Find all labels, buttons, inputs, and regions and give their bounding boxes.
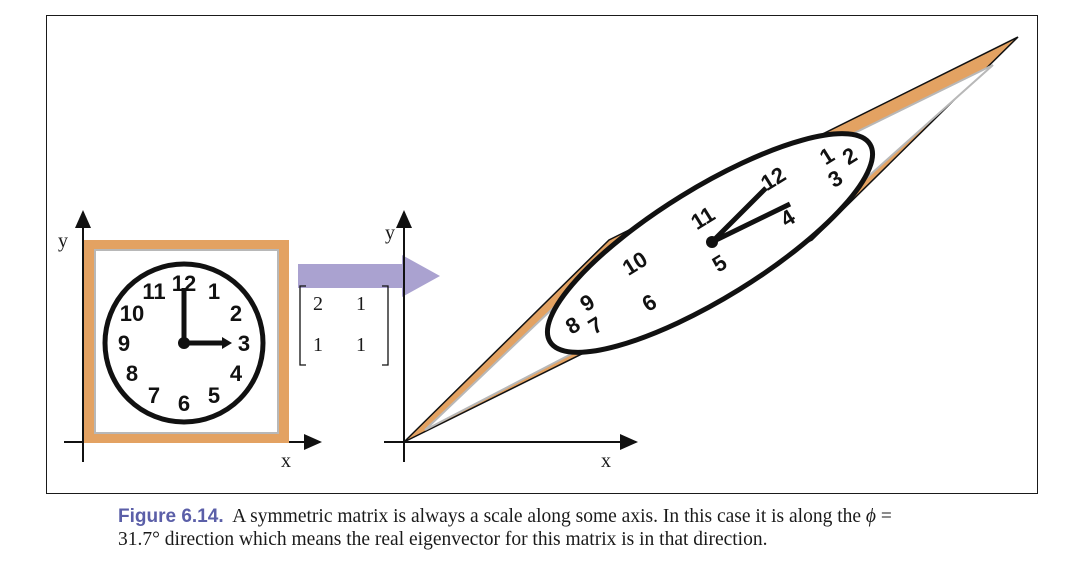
- transformed-hour-hand: [710, 201, 792, 245]
- right-x-label: x: [601, 450, 611, 472]
- caption-phi-symbol: ϕ: [865, 506, 876, 527]
- clock-number: 3: [238, 331, 250, 356]
- transform-arrow: [298, 255, 440, 297]
- left-y-label: y: [58, 230, 68, 252]
- right-y-label: y: [385, 222, 395, 244]
- clock-number: 1: [208, 279, 220, 304]
- caption-text-c: 31.7° direction which means the real eig…: [118, 529, 768, 550]
- clock-number: 9: [118, 331, 130, 356]
- transformed-clock-center: [706, 236, 718, 248]
- matrix-r2c1: 1: [313, 334, 323, 356]
- matrix-r1c2: 1: [356, 293, 366, 315]
- clock-number: 11: [142, 279, 165, 304]
- clock-number: 6: [178, 391, 190, 416]
- clock-number: 10: [120, 301, 144, 326]
- matrix-left-bracket: [299, 285, 306, 366]
- left-x-label: x: [281, 450, 291, 472]
- matrix-r2c2: 1: [356, 334, 366, 356]
- clock-number: 4: [230, 361, 243, 386]
- matrix-r1c1: 2: [313, 293, 323, 315]
- matrix-right-bracket: [382, 285, 389, 366]
- clock-number: 2: [230, 301, 242, 326]
- caption-text-b: =: [880, 506, 892, 527]
- clock-center: [178, 337, 190, 349]
- caption-text-a: A symmetric matrix is always a scale alo…: [232, 506, 862, 527]
- caption-label: Figure 6.14.: [118, 506, 224, 527]
- matrix: 2 1 1 1: [299, 285, 389, 366]
- clock-number: 5: [208, 383, 220, 408]
- clock-number: 8: [126, 361, 138, 386]
- hour-hand-tip: [222, 337, 232, 349]
- right-axes: y x: [384, 210, 638, 472]
- figure-caption: Figure 6.14. A symmetric matrix is alway…: [118, 505, 1048, 551]
- transformed-minute-hand: [710, 186, 768, 244]
- figure-frame: [46, 15, 1038, 494]
- clock-number: 7: [148, 383, 160, 408]
